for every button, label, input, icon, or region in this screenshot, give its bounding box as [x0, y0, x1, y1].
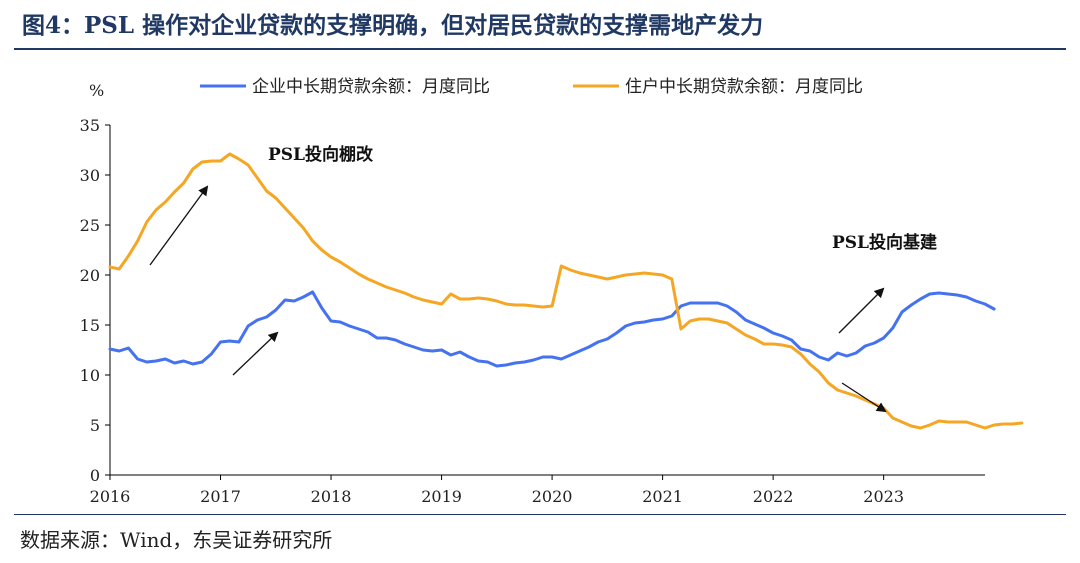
y-tick-label: 25: [80, 216, 100, 235]
x-tick-label: 2023: [863, 487, 904, 506]
title-rule: [14, 48, 1066, 50]
legend: 企业中长期贷款余额：月度同比 住户中长期贷款余额：月度同比: [200, 77, 863, 97]
series-line-enterprise: [108, 290, 996, 368]
y-tick-label: 35: [80, 116, 100, 135]
source-note: 数据来源：Wind，东吴证券研究所: [20, 528, 333, 552]
arrow-household-rise: [149, 185, 209, 266]
arrow-enterprise-rise-2017: [232, 331, 279, 376]
x-tick-label: 2017: [200, 487, 241, 506]
x-tick-label: 2019: [421, 487, 462, 506]
x-axis: 2016 2017 2018 2019 2020 2021 2022 2023: [90, 474, 985, 506]
x-tick-label: 2021: [642, 487, 683, 506]
x-tick-label: 2018: [311, 487, 352, 506]
y-tick-label: 30: [80, 166, 100, 185]
y-tick-label: 15: [80, 316, 100, 335]
figure-title: 图4：PSL 操作对企业贷款的支撑明确，但对居民贷款的支撑需地产发力: [22, 12, 764, 39]
annotations: PSL投向棚改 PSL投向基建: [149, 144, 937, 413]
series-layer: [108, 152, 1024, 430]
series-line-household: [108, 152, 1024, 430]
y-axis: 0 5 10 15 20 25 30 35: [80, 116, 111, 485]
arrow-enterprise-rise-2022: [838, 287, 885, 334]
x-tick-label: 2020: [532, 487, 573, 506]
bottom-rule: [14, 514, 1066, 515]
annotation-psl-shantytown: PSL投向棚改: [268, 144, 374, 165]
y-tick-label: 10: [80, 366, 100, 385]
arrow-household-fall-2022: [841, 382, 887, 413]
y-tick-label: 5: [90, 416, 100, 435]
line-chart: 企业中长期贷款余额：月度同比 住户中长期贷款余额：月度同比 % 0 5 10 15 20…: [80, 77, 1024, 506]
legend-label-household: 住户中长期贷款余额：月度同比: [625, 77, 863, 97]
y-tick-label: 20: [80, 266, 100, 285]
x-tick-label: 2016: [90, 487, 131, 506]
legend-label-enterprise: 企业中长期贷款余额：月度同比: [252, 77, 490, 97]
y-axis-unit: %: [89, 81, 104, 100]
x-tick-label: 2022: [753, 487, 794, 506]
y-tick-label: 0: [90, 466, 100, 485]
annotation-psl-infrastructure: PSL投向基建: [832, 232, 937, 253]
